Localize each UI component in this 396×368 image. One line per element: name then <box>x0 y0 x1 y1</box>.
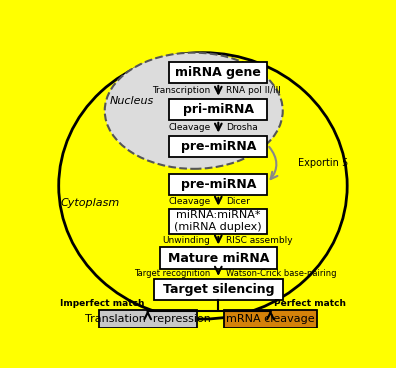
FancyBboxPatch shape <box>154 279 283 300</box>
Text: Target recognition: Target recognition <box>134 269 211 278</box>
Text: mRNA cleavage: mRNA cleavage <box>226 314 315 324</box>
Text: Transcription: Transcription <box>152 86 211 95</box>
Ellipse shape <box>105 53 283 169</box>
FancyBboxPatch shape <box>225 310 316 328</box>
Text: miRNA gene: miRNA gene <box>175 66 261 79</box>
Text: Cytoplasm: Cytoplasm <box>60 198 120 208</box>
Text: Exportin 5: Exportin 5 <box>298 158 348 168</box>
Text: RNA pol II/III: RNA pol II/III <box>226 86 281 95</box>
Text: Cleavage: Cleavage <box>168 197 211 206</box>
Text: miRNA:miRNA*
(miRNA duplex): miRNA:miRNA* (miRNA duplex) <box>175 210 262 232</box>
FancyArrowPatch shape <box>269 147 278 179</box>
FancyBboxPatch shape <box>169 62 267 83</box>
Text: Translation  repression: Translation repression <box>85 314 211 324</box>
Text: Perfect match: Perfect match <box>274 299 346 308</box>
Text: Drosha: Drosha <box>226 123 258 132</box>
Text: Watson-Crick base-pairing: Watson-Crick base-pairing <box>226 269 337 278</box>
Text: RISC assembly: RISC assembly <box>226 236 293 245</box>
Text: Unwinding: Unwinding <box>163 236 211 245</box>
Text: pri-miRNA: pri-miRNA <box>183 103 254 116</box>
FancyBboxPatch shape <box>160 247 276 269</box>
FancyBboxPatch shape <box>169 135 267 157</box>
Text: Dicer: Dicer <box>226 197 250 206</box>
Circle shape <box>59 53 347 319</box>
Text: pre-miRNA: pre-miRNA <box>181 178 256 191</box>
FancyBboxPatch shape <box>169 174 267 195</box>
Text: Imperfect match: Imperfect match <box>60 299 145 308</box>
FancyBboxPatch shape <box>169 99 267 120</box>
Text: Target silencing: Target silencing <box>162 283 274 296</box>
Text: Nucleus: Nucleus <box>109 96 154 106</box>
FancyBboxPatch shape <box>99 310 197 328</box>
FancyBboxPatch shape <box>169 209 267 234</box>
Text: pre-miRNA: pre-miRNA <box>181 140 256 153</box>
Text: Mature miRNA: Mature miRNA <box>168 252 269 265</box>
Text: Cleavage: Cleavage <box>168 123 211 132</box>
